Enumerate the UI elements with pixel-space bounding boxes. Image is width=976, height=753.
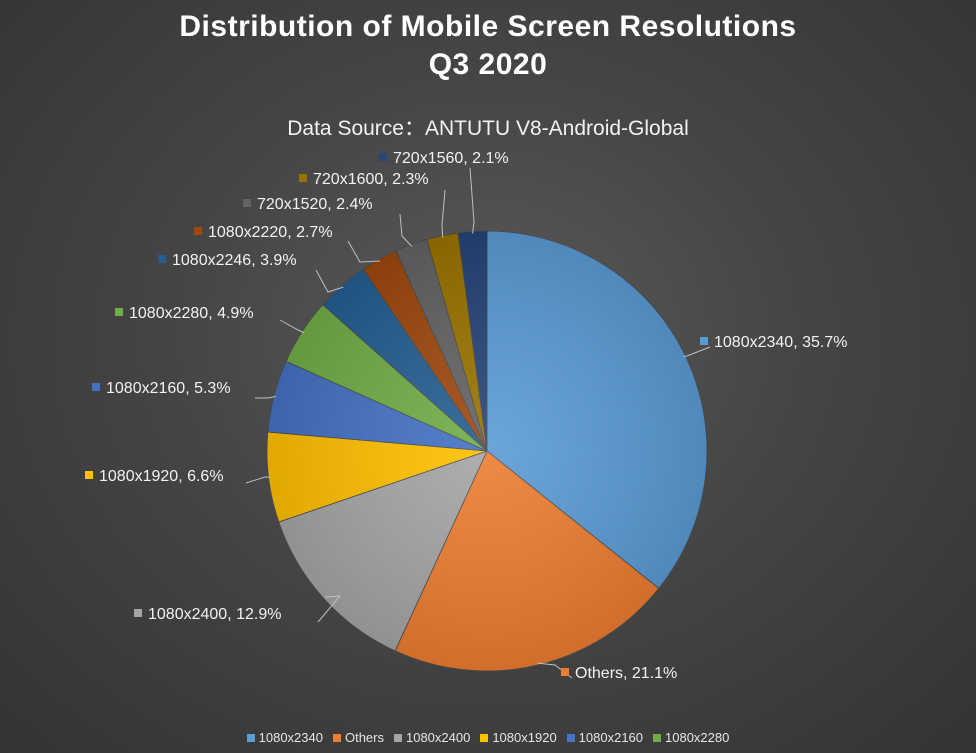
leader-line-1080x2160: [255, 395, 277, 399]
data-label-1080x1920: 1080x1920, 6.6%: [99, 468, 224, 485]
data-label-swatch-1080x2160: [92, 383, 100, 391]
data-label-swatch-1080x2246: [158, 255, 166, 263]
data-label-swatch-1080x2220: [194, 227, 202, 235]
data-label-1080x2280: 1080x2280, 4.9%: [129, 305, 254, 322]
legend-label: 1080x1920: [492, 730, 557, 745]
data-label-720x1600: 720x1600, 2.3%: [313, 171, 429, 188]
data-label-1080x2160: 1080x2160, 5.3%: [106, 380, 231, 397]
legend-label: 1080x2160: [578, 730, 644, 745]
legend-item-1080x2280: 1080x2280: [653, 730, 729, 745]
leader-line-720x1600: [441, 189, 446, 238]
leader-line-1080x1920: [245, 476, 271, 484]
chart-subtitle: Data Source：ANTUTU V8-Android-Global: [287, 117, 689, 140]
leader-line-1080x2246: [315, 269, 344, 293]
data-label-1080x2246: 1080x2246, 3.9%: [172, 252, 297, 269]
chart-title-line1: Distribution of Mobile Screen Resolution…: [179, 10, 797, 43]
data-label-swatch-720x1560: [379, 153, 387, 161]
data-label-1080x2400: 1080x2400, 12.9%: [148, 606, 281, 623]
data-label-720x1560: 720x1560, 2.1%: [393, 150, 509, 167]
leader-line-1080x2400: [317, 595, 342, 623]
leader-line-1080x2280: [279, 319, 305, 334]
legend-label: 1080x2280: [665, 730, 730, 745]
leader-line-1080x2340: [683, 346, 711, 358]
legend-swatch: [332, 733, 341, 742]
chart-title: Distribution of Mobile Screen Resolution…: [0, 8, 976, 84]
data-label-1080x2340: 1080x2340, 35.7%: [714, 334, 847, 351]
legend-item-others: Others: [332, 730, 384, 745]
data-label-720x1520: 720x1520, 2.4%: [257, 196, 373, 213]
legend-swatch: [393, 733, 402, 742]
legend-item-1080x1920: 1080x1920: [480, 730, 557, 745]
data-label-swatch-720x1520: [243, 199, 251, 207]
chart-title-line2: Q3 2020: [428, 48, 548, 81]
legend-label: 1080x2400: [405, 730, 471, 745]
legend-item-1080x2400: 1080x2400: [393, 730, 471, 745]
legend-swatch: [246, 733, 255, 742]
legend-swatch: [653, 733, 662, 742]
data-label-others: Others, 21.1%: [575, 665, 677, 682]
data-label-1080x2220: 1080x2220, 2.7%: [208, 224, 333, 241]
leader-line-720x1560: [469, 167, 475, 234]
data-label-swatch-others: [561, 668, 569, 676]
data-label-swatch-1080x1920: [85, 471, 93, 479]
leader-line-720x1520: [399, 213, 413, 247]
legend-swatch: [566, 733, 575, 742]
data-label-swatch-1080x2340: [700, 337, 708, 345]
data-label-swatch-720x1600: [299, 174, 307, 182]
legend-label: Others: [344, 730, 384, 745]
leader-line-1080x2220: [347, 240, 381, 263]
legend-swatch: [480, 733, 489, 742]
legend-item-1080x2340: 1080x2340: [246, 730, 323, 745]
chart-legend: 1080x2340 Others 1080x2400 1080x1920 1080x21…: [0, 730, 976, 745]
legend-item-1080x2160: 1080x2160: [566, 730, 644, 745]
data-label-swatch-1080x2280: [115, 308, 123, 316]
data-label-swatch-1080x2400: [134, 609, 142, 617]
legend-label: 1080x2340: [258, 730, 323, 745]
